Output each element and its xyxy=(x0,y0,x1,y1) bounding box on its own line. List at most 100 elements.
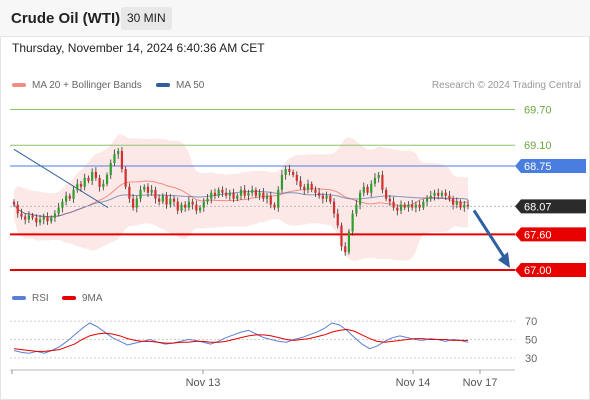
candle-body xyxy=(381,174,384,190)
candle-body xyxy=(206,198,209,202)
candle-body xyxy=(102,183,105,187)
candle-body xyxy=(340,225,343,247)
level-label-69.10: 69.10 xyxy=(524,140,552,152)
candle-body xyxy=(463,204,466,208)
candle-body xyxy=(146,186,150,193)
candle-body xyxy=(195,204,198,211)
candle-body xyxy=(165,195,168,205)
candle-body xyxy=(68,195,71,199)
candle-body xyxy=(79,183,83,187)
candle-body xyxy=(221,189,224,193)
candle-body xyxy=(198,207,202,211)
level-label-68.07: 68.07 xyxy=(524,201,552,213)
x-axis: Nov 13 Nov 14 Nov 17 xyxy=(10,369,515,389)
candle-body xyxy=(414,204,418,208)
candle-body xyxy=(392,201,395,208)
candle-body xyxy=(76,183,79,190)
candle-body xyxy=(24,216,27,220)
candle-body xyxy=(217,189,220,196)
level-tag-67.00 xyxy=(515,263,586,278)
candle-body xyxy=(396,207,399,211)
candle-body xyxy=(91,171,94,181)
candle-body xyxy=(128,186,131,199)
candle-body xyxy=(172,198,176,202)
candle-body xyxy=(295,174,298,181)
candle-body xyxy=(273,204,276,208)
candle-body xyxy=(321,195,324,199)
legend-rsi: RSI xyxy=(12,293,49,304)
candle-body xyxy=(154,189,157,199)
candle-body xyxy=(239,189,243,196)
candle-body xyxy=(329,195,332,202)
candle-body xyxy=(225,192,228,196)
candle-body xyxy=(422,201,425,208)
timestamp: Thursday, November 14, 2024 6:40:36 AM C… xyxy=(12,41,265,55)
candle-body xyxy=(38,219,42,223)
candle-body xyxy=(358,192,362,205)
level-label-67.60: 67.60 xyxy=(524,229,552,241)
candle-body xyxy=(288,168,291,172)
rsi-tick-50: 50 xyxy=(525,335,537,347)
candle-body xyxy=(124,168,127,187)
candle-body xyxy=(399,204,403,211)
candle-body xyxy=(411,204,414,208)
rsi-tick-70: 70 xyxy=(525,316,537,328)
candle-body xyxy=(466,204,470,207)
trend-line xyxy=(13,148,109,209)
candle-body xyxy=(258,192,261,196)
level-label-67.00: 67.00 xyxy=(524,265,552,277)
candle-body xyxy=(388,198,391,202)
candle-body xyxy=(243,189,246,196)
interval-badge[interactable]: 30 MIN xyxy=(121,7,172,30)
target-arrow-shaft xyxy=(472,209,508,261)
candle-body xyxy=(362,186,365,193)
chart-header: Crude Oil (WTI) 30 MIN xyxy=(0,0,590,37)
candle-body xyxy=(83,177,86,187)
candle-body xyxy=(251,189,254,193)
candle-body xyxy=(385,189,388,199)
rsi-swatch xyxy=(12,296,26,301)
candle-body xyxy=(407,204,410,208)
legend-9ma-label: 9MA xyxy=(82,293,103,304)
candle-body xyxy=(191,201,194,205)
candle-body xyxy=(131,198,135,208)
candle-body xyxy=(373,177,377,184)
rsi-series-9MA xyxy=(13,328,468,352)
candle-body xyxy=(277,189,280,208)
level-tag-68.07 xyxy=(515,199,586,214)
candle-body xyxy=(310,183,313,190)
candle-body xyxy=(332,201,336,214)
candle-body xyxy=(370,183,373,193)
target-arrow-head xyxy=(498,252,510,269)
candle-body xyxy=(150,189,153,193)
candle-body xyxy=(117,151,120,155)
x-tick-label: Nov 13 xyxy=(186,377,221,389)
legend-ma20: MA 20 + Bollinger Bands xyxy=(12,80,142,91)
candle-body xyxy=(232,192,235,199)
legend-ma20-label: MA 20 + Bollinger Bands xyxy=(32,80,142,91)
candle-body xyxy=(57,207,60,214)
candle-body xyxy=(336,213,339,226)
candle-body xyxy=(72,189,75,199)
candle-body xyxy=(318,192,321,196)
candle-body xyxy=(418,204,421,208)
rsi-series-RSI xyxy=(13,322,469,354)
candle-body xyxy=(455,201,458,205)
candle-body xyxy=(87,177,90,181)
legend-ma50-label: MA 50 xyxy=(176,80,205,91)
candle-body xyxy=(433,192,436,196)
candle-body xyxy=(42,216,45,220)
candle-body xyxy=(143,186,146,190)
candle-body xyxy=(262,192,265,199)
candle-body xyxy=(247,192,250,196)
candle-body xyxy=(347,231,351,253)
candle-body xyxy=(303,186,306,190)
candle-body xyxy=(377,174,380,178)
candle-body xyxy=(448,195,451,199)
candle-body xyxy=(284,168,287,175)
candle-body xyxy=(366,186,369,193)
candle-body xyxy=(27,215,30,220)
level-label-69.70: 69.70 xyxy=(524,105,552,117)
candle-body xyxy=(109,163,112,175)
